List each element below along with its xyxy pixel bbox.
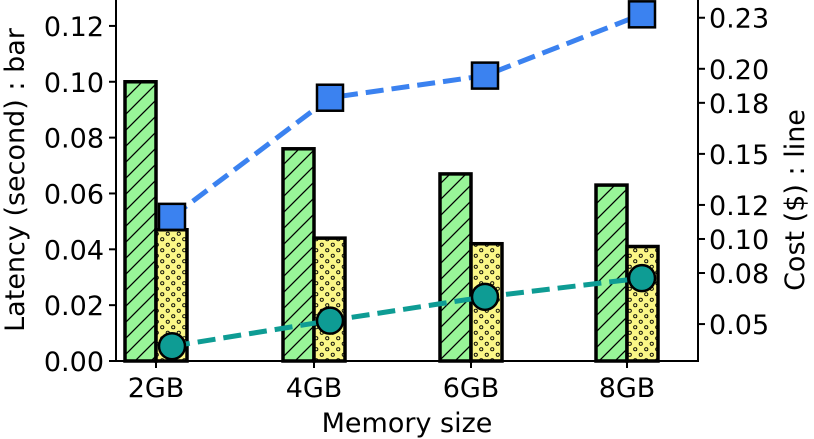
line-point-s0-8GB bbox=[627, 0, 657, 29]
line-point-s0-4GB bbox=[315, 83, 345, 112]
line-point-s1-2GB bbox=[157, 331, 187, 361]
y-tick-label: 0.12 bbox=[44, 12, 104, 43]
ticks-layer: 0.000.020.040.060.080.100.120.050.080.10… bbox=[44, 4, 769, 404]
x-tick-label-4GB: 4GB bbox=[286, 373, 343, 404]
y2-tick-label: 0.05 bbox=[709, 310, 769, 341]
x-tick-label-8GB: 8GB bbox=[599, 373, 656, 404]
line-point-s1-4GB bbox=[315, 306, 345, 335]
x-tick-label-2GB: 2GB bbox=[128, 373, 185, 404]
x-tick-label-6GB: 6GB bbox=[443, 373, 500, 404]
y-tick-label: 0.02 bbox=[44, 291, 104, 322]
line-point-s1-8GB bbox=[627, 263, 657, 293]
line-point-s0-2GB bbox=[157, 202, 187, 232]
bar-s1-8GB bbox=[625, 244, 660, 363]
y-axis-label: Latency (second) : bar bbox=[0, 27, 31, 332]
y-tick-label: 0.10 bbox=[44, 68, 104, 99]
y2-tick-label: 0.20 bbox=[709, 55, 769, 86]
x-axis-label: Memory size bbox=[322, 408, 493, 439]
y-tick-label: 0.08 bbox=[44, 124, 104, 155]
y2-tick-label: 0.23 bbox=[709, 4, 769, 35]
line-series-1 bbox=[171, 275, 643, 349]
line-point-s1-6GB bbox=[470, 282, 500, 312]
plot-frame bbox=[115, 0, 699, 362]
y-tick-label: 0.04 bbox=[44, 235, 104, 266]
y-tick-label: 0.00 bbox=[44, 347, 104, 378]
bar-s0-6GB bbox=[438, 172, 473, 363]
line-point-s0-6GB bbox=[470, 61, 500, 90]
y2-tick-label: 0.18 bbox=[709, 89, 769, 120]
y2-tick-label: 0.12 bbox=[709, 191, 769, 222]
y2-axis-label: Cost ($) : line bbox=[780, 109, 811, 291]
bar-s0-2GB bbox=[123, 80, 158, 363]
bars-layer bbox=[123, 80, 660, 363]
lines-layer bbox=[157, 0, 657, 361]
y-tick-label: 0.06 bbox=[44, 179, 104, 210]
y2-tick-label: 0.08 bbox=[709, 259, 769, 290]
y2-tick-label: 0.10 bbox=[709, 225, 769, 256]
bar-s0-8GB bbox=[594, 183, 629, 363]
y2-tick-label: 0.15 bbox=[709, 140, 769, 171]
line-series-0 bbox=[170, 12, 643, 219]
bar-s1-4GB bbox=[312, 236, 347, 363]
